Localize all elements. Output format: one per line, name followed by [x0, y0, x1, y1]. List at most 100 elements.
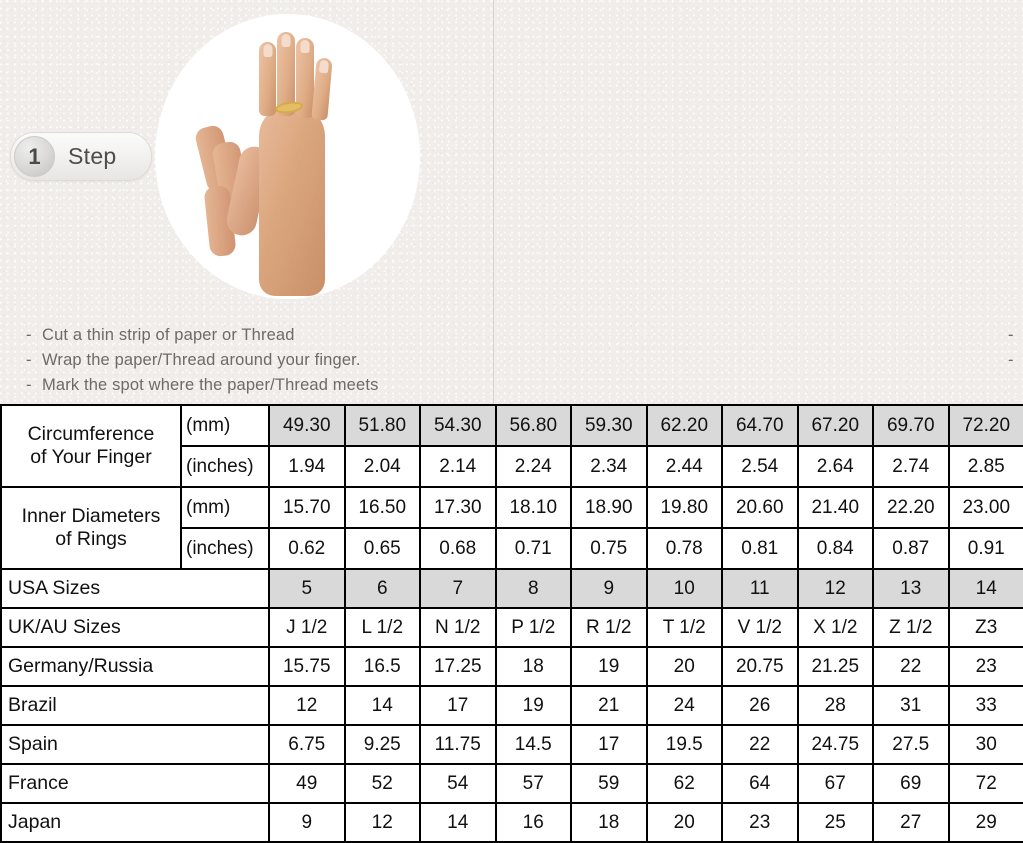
table-cell: 18.10	[496, 487, 572, 528]
table-cell: 2.44	[647, 446, 723, 487]
finger-index-illustration	[259, 42, 276, 116]
step-2-panel: 1 2 3 Made In Italy 2 Step -Measure the …	[494, 0, 1023, 404]
table-cell: 59.30	[571, 405, 647, 446]
table-cell: 52	[345, 764, 421, 803]
table-cell: 27	[873, 803, 949, 842]
table-cell: 21.40	[798, 487, 874, 528]
table-cell: 16.50	[345, 487, 421, 528]
table-cell: 12	[345, 803, 421, 842]
table-cell: 51.80	[345, 405, 421, 446]
table-cell: 11.75	[420, 725, 496, 764]
table-cell: 20	[647, 803, 723, 842]
table-cell: 20	[647, 647, 723, 686]
table-cell: 0.68	[420, 528, 496, 569]
table-cell: 1.94	[269, 446, 345, 487]
table-cell: X 1/2	[798, 608, 874, 647]
step-1-number: 1	[14, 136, 55, 177]
palm-illustration	[259, 106, 325, 296]
table-cell: 21.25	[798, 647, 874, 686]
table-cell: 21	[571, 686, 647, 725]
table-cell: 33	[949, 686, 1023, 725]
table-cell: 17.25	[420, 647, 496, 686]
table-cell: 8	[496, 569, 572, 608]
unit-label-mm: (mm)	[181, 405, 269, 446]
table-cell: 24	[647, 686, 723, 725]
table-cell: 2.74	[873, 446, 949, 487]
instruction-text: Wrap the paper/Thread around your finger…	[42, 351, 361, 369]
instruction-text: Mark the spot where the paper/Thread mee…	[42, 376, 378, 394]
table-cell: 23	[722, 803, 798, 842]
table-cell: N 1/2	[420, 608, 496, 647]
table-cell: 20.75	[722, 647, 798, 686]
table-cell: 7	[420, 569, 496, 608]
table-cell: 23.00	[949, 487, 1023, 528]
table-body: Circumference of Your Finger (mm) 49.30 …	[1, 405, 1023, 842]
table-cell: 16	[496, 803, 572, 842]
table-cell: 56.80	[496, 405, 572, 446]
table-cell: 0.87	[873, 528, 949, 569]
bullet-dash-icon: -	[26, 373, 42, 398]
table-cell: L 1/2	[345, 608, 421, 647]
table-cell: 0.81	[722, 528, 798, 569]
row-label-line-2: of Your Finger	[2, 446, 180, 469]
table-cell: P 1/2	[496, 608, 572, 647]
instruction-bullet: -Measure the length of the thread with y…	[1008, 323, 1023, 348]
table-row-brazil: Brazil 12 14 17 19 21 24 26 28 31 33	[1, 686, 1023, 725]
table-cell: R 1/2	[571, 608, 647, 647]
table-cell: 29	[949, 803, 1023, 842]
bullet-dash-icon: -	[26, 323, 42, 348]
step-1-panel: 1 Step -Cut a thin strip of paper or Thr…	[0, 0, 493, 404]
row-label-usa-sizes: USA Sizes	[1, 569, 269, 608]
table-cell: 9.25	[345, 725, 421, 764]
table-row-japan: Japan 9 12 14 16 18 20 23 25 27 29	[1, 803, 1023, 842]
table-cell: 30	[949, 725, 1023, 764]
table-cell: 15.70	[269, 487, 345, 528]
table-cell: 62.20	[647, 405, 723, 446]
table-cell: 17.30	[420, 487, 496, 528]
table-cell: J 1/2	[269, 608, 345, 647]
table-cell: 59	[571, 764, 647, 803]
table-cell: 0.65	[345, 528, 421, 569]
table-cell: 23	[949, 647, 1023, 686]
table-cell: 17	[420, 686, 496, 725]
table-cell: 0.78	[647, 528, 723, 569]
table-cell: 14	[420, 803, 496, 842]
step-1-instructions: -Cut a thin strip of paper or Thread -Wr…	[26, 323, 378, 398]
table-cell: 13	[873, 569, 949, 608]
table-cell: 2.24	[496, 446, 572, 487]
table-cell: 20.60	[722, 487, 798, 528]
table-cell: 22	[722, 725, 798, 764]
table-cell: 2.34	[571, 446, 647, 487]
row-label-france: France	[1, 764, 269, 803]
table-cell: 6.75	[269, 725, 345, 764]
table-cell: 72.20	[949, 405, 1023, 446]
bullet-dash-icon: -	[26, 348, 42, 373]
table-cell: 0.91	[949, 528, 1023, 569]
table-cell: 69	[873, 764, 949, 803]
table-cell: 62	[647, 764, 723, 803]
table-cell: 5	[269, 569, 345, 608]
table-cell: 9	[571, 569, 647, 608]
table-cell: 19	[571, 647, 647, 686]
row-label-circumference: Circumference of Your Finger	[1, 405, 181, 487]
instruction-bullet: -Mark the spot where the paper/Thread me…	[26, 373, 378, 398]
table-cell: 26	[722, 686, 798, 725]
bullet-dash-icon: -	[1008, 323, 1023, 348]
row-label-line-1: Circumference	[2, 423, 180, 446]
table-cell: 12	[798, 569, 874, 608]
table-row-circumference-mm: Circumference of Your Finger (mm) 49.30 …	[1, 405, 1023, 446]
table-cell: 6	[345, 569, 421, 608]
row-label-uk-au-sizes: UK/AU Sizes	[1, 608, 269, 647]
table-cell: 14	[949, 569, 1023, 608]
table-cell: 67.20	[798, 405, 874, 446]
table-cell: 9	[269, 803, 345, 842]
table-cell: T 1/2	[647, 608, 723, 647]
table-cell: 12	[269, 686, 345, 725]
table-cell: 10	[647, 569, 723, 608]
table-cell: 72	[949, 764, 1023, 803]
table-row-uk-au-sizes: UK/AU Sizes J 1/2 L 1/2 N 1/2 P 1/2 R 1/…	[1, 608, 1023, 647]
step-1-label: Step	[68, 143, 117, 170]
instruction-bullet: -Cut a thin strip of paper or Thread	[26, 323, 378, 348]
table-cell: 67	[798, 764, 874, 803]
table-cell: 25	[798, 803, 874, 842]
